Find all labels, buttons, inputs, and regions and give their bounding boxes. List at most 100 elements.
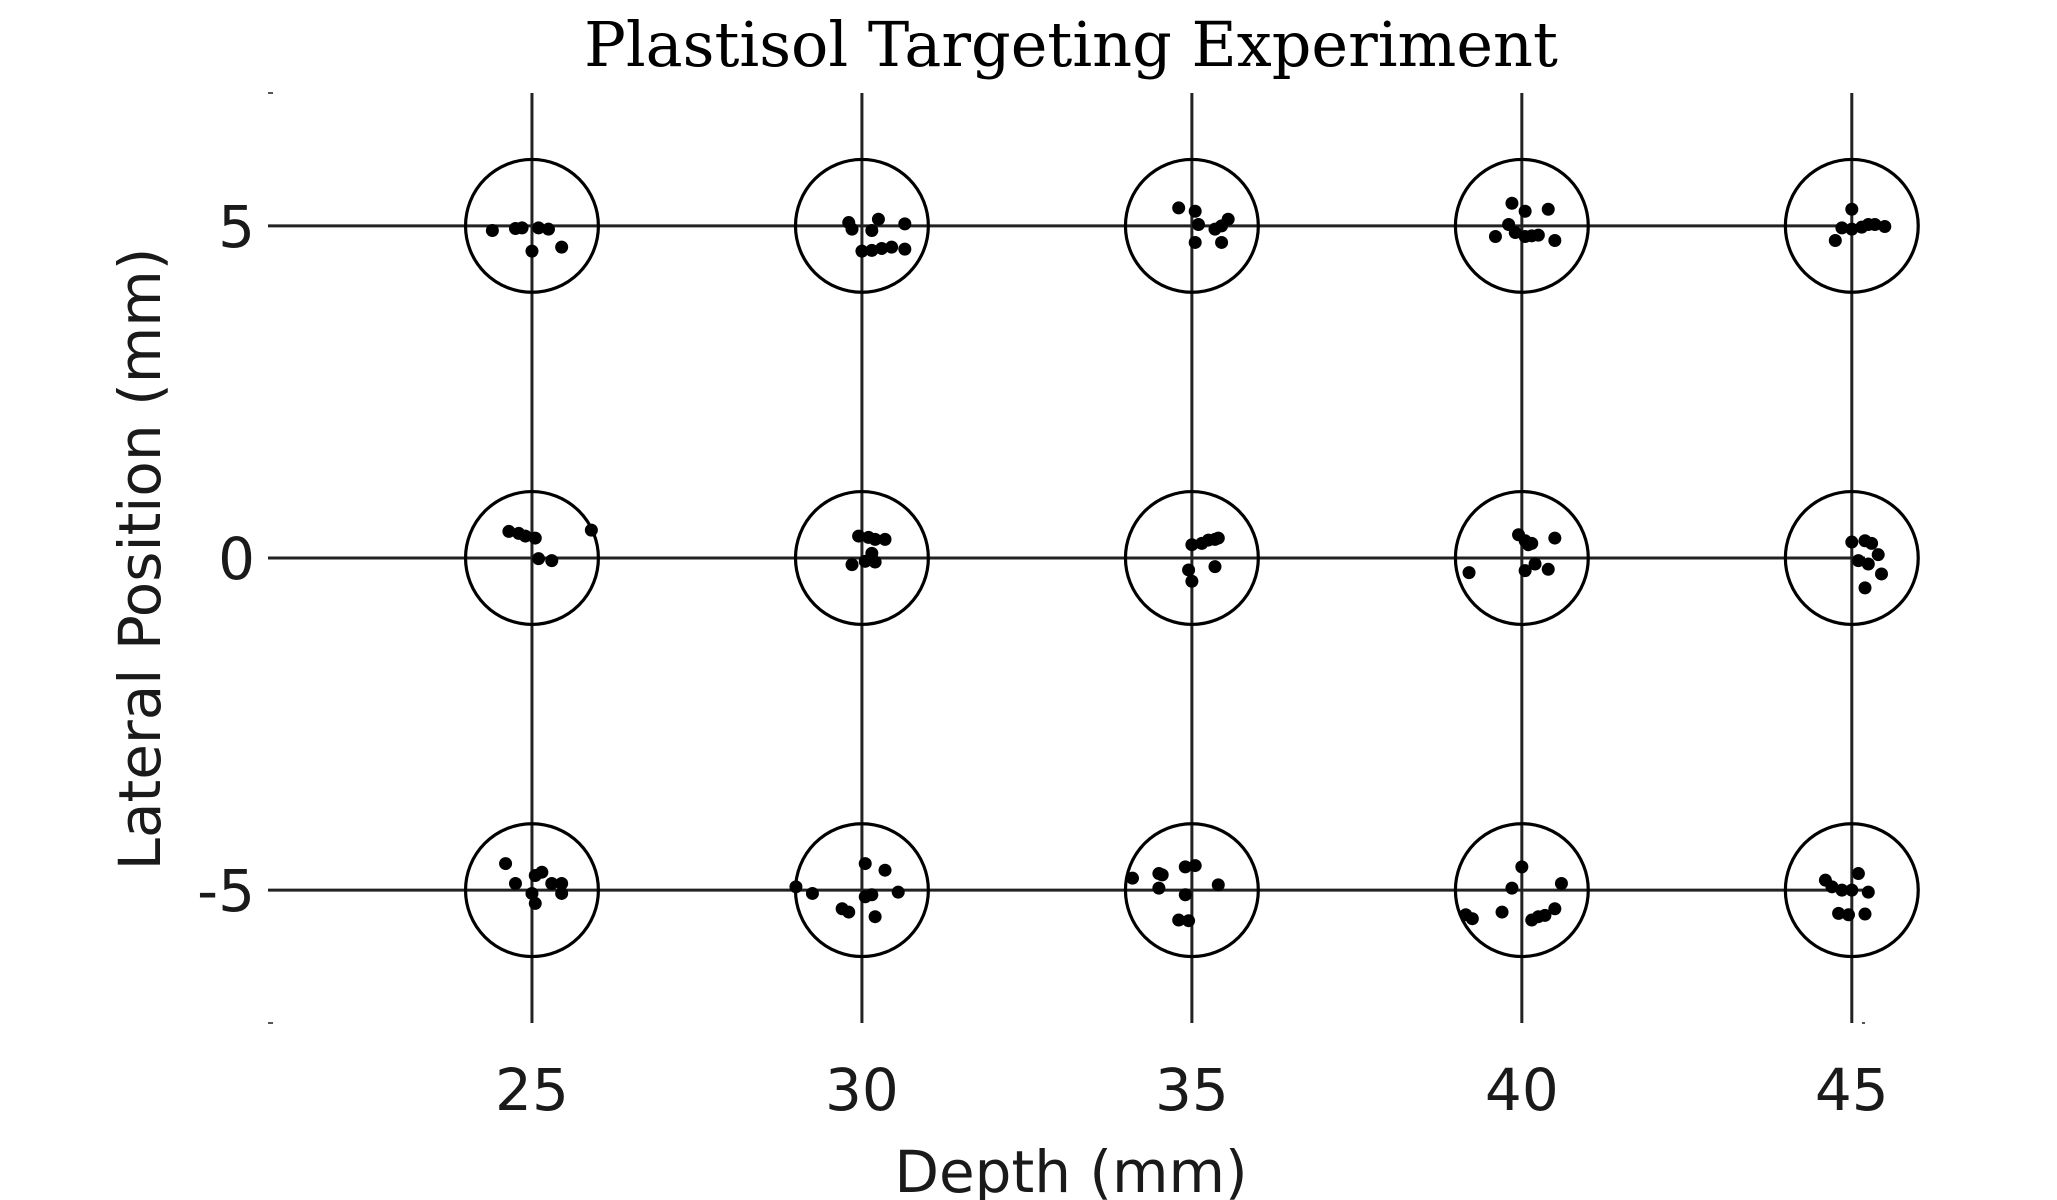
target-circle <box>463 157 600 294</box>
data-point <box>1182 914 1196 928</box>
data-point <box>1868 218 1882 232</box>
data-point <box>525 244 539 258</box>
data-point <box>852 529 866 543</box>
target-circle <box>1783 157 1920 294</box>
target-circle <box>1453 489 1590 627</box>
data-point <box>1525 536 1539 550</box>
x-tick-label: 25 <box>495 1056 569 1124</box>
data-point <box>545 877 559 890</box>
target-circles <box>463 157 1920 959</box>
data-point <box>545 554 559 568</box>
data-point <box>1828 233 1842 247</box>
data-point <box>1462 566 1476 580</box>
data-point <box>1188 859 1202 873</box>
data-point <box>555 886 569 900</box>
target-circle <box>1123 157 1260 294</box>
data-point <box>871 212 885 226</box>
data-point <box>898 242 912 256</box>
data-point <box>1185 574 1199 588</box>
data-point <box>1851 554 1865 568</box>
data-point <box>1548 902 1562 916</box>
data-point <box>891 885 905 899</box>
y-tick-label: 5 <box>218 193 255 261</box>
data-point <box>1172 201 1186 215</box>
data-point <box>875 241 889 255</box>
data-point <box>1221 212 1235 226</box>
data-point <box>1851 867 1865 881</box>
data-point <box>1845 202 1859 216</box>
data-point <box>502 524 516 538</box>
data-point <box>1495 905 1509 919</box>
data-point <box>528 896 542 910</box>
data-point <box>885 240 899 254</box>
data-point <box>499 857 513 871</box>
x-tick-label: 40 <box>1485 1056 1559 1124</box>
data-point <box>1515 860 1529 874</box>
data-point <box>1188 204 1202 218</box>
data-point <box>1185 538 1199 552</box>
data-point <box>584 523 598 537</box>
target-circle <box>793 489 930 627</box>
data-point <box>1845 222 1859 236</box>
data-point <box>1554 877 1568 890</box>
gridlines <box>268 92 1865 1024</box>
data-point <box>1538 908 1552 922</box>
data-point <box>898 217 912 231</box>
data-point <box>805 886 819 900</box>
data-point <box>865 243 879 257</box>
data-point <box>1861 557 1875 571</box>
data-point <box>868 555 882 569</box>
data-point <box>855 244 869 258</box>
data-point <box>1531 228 1545 242</box>
data-point <box>1518 564 1532 578</box>
data-point <box>1211 878 1225 892</box>
data-point <box>1825 880 1839 894</box>
data-point <box>868 532 882 546</box>
data-point <box>858 857 872 871</box>
data-point <box>508 877 522 890</box>
y-axis-label: Lateral Position (mm) <box>106 248 174 871</box>
data-point <box>1865 536 1879 550</box>
y-tick-label: -5 <box>197 857 255 925</box>
data-point <box>1488 229 1502 243</box>
target-circle <box>1783 822 1920 959</box>
data-point <box>1835 221 1849 235</box>
data-point <box>1548 531 1562 545</box>
data-point <box>1845 883 1859 897</box>
data-point <box>845 222 859 236</box>
data-point <box>1835 883 1849 897</box>
data-point <box>1208 560 1222 574</box>
data-point <box>1858 907 1872 921</box>
data-point <box>485 224 499 238</box>
data-point <box>1125 871 1139 885</box>
data-point <box>555 877 569 890</box>
data-point <box>1152 881 1166 895</box>
data-point <box>541 222 555 236</box>
data-point <box>1518 204 1532 218</box>
data-point <box>1178 860 1192 874</box>
data-point <box>1188 235 1202 249</box>
data-point <box>1548 233 1562 247</box>
data-point <box>1861 885 1875 899</box>
data-point <box>858 554 872 568</box>
data-points <box>485 196 1892 928</box>
data-point <box>789 880 803 894</box>
data-point <box>1172 913 1186 927</box>
chart-title: Plastisol Targeting Experiment <box>584 8 1558 81</box>
data-point <box>1541 202 1555 216</box>
data-point <box>868 910 882 924</box>
x-tick-label: 45 <box>1815 1056 1889 1124</box>
data-point <box>842 905 856 919</box>
data-point <box>1878 220 1892 234</box>
data-point <box>878 863 892 877</box>
data-point <box>1845 535 1859 549</box>
target-circle <box>1453 822 1590 959</box>
data-point <box>1842 908 1856 922</box>
x-tick-label: 35 <box>1155 1056 1229 1124</box>
data-point <box>845 558 859 572</box>
target-circle <box>463 822 600 959</box>
target-circle <box>1123 822 1260 959</box>
data-point <box>1874 567 1888 581</box>
data-point <box>1505 196 1519 210</box>
